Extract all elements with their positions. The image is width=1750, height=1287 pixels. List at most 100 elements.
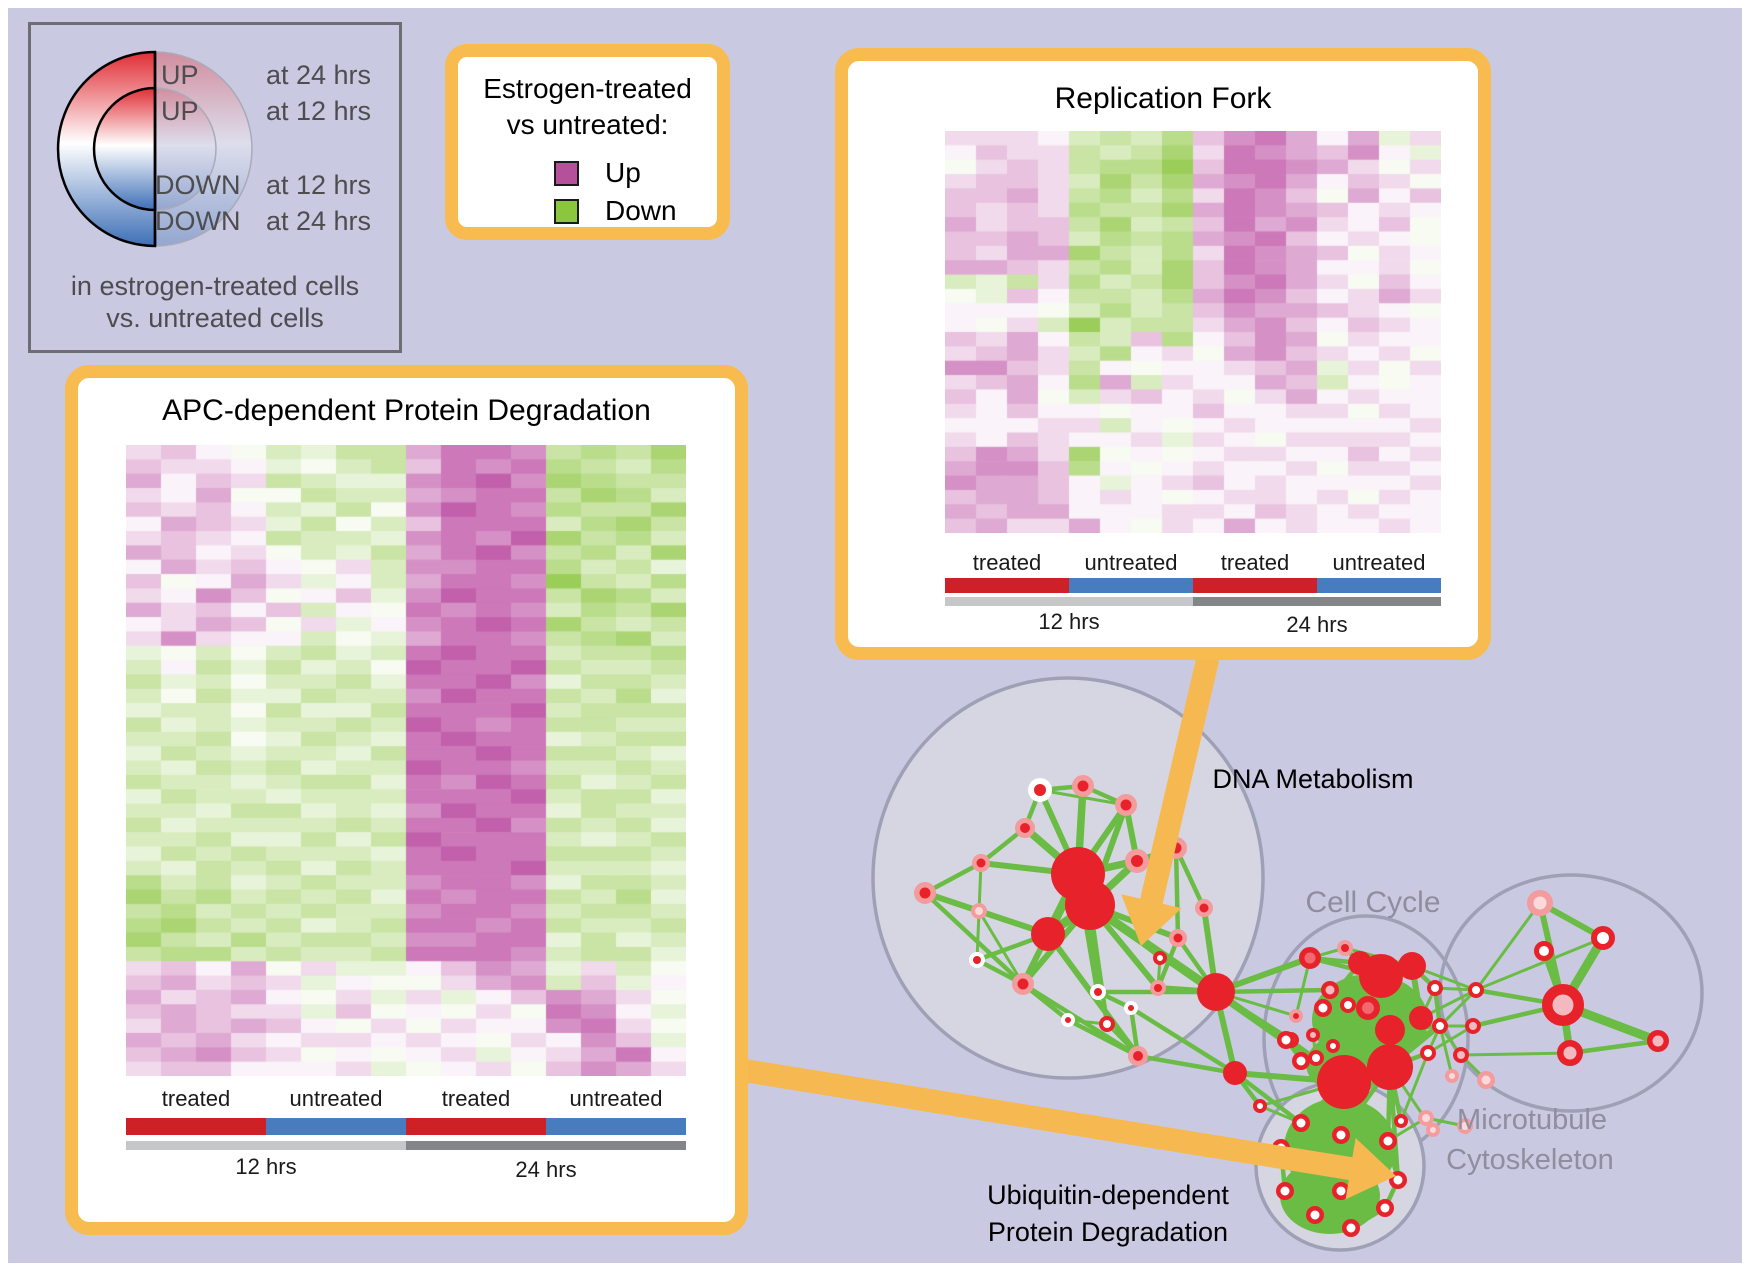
- figure-background: DNA Metabolism Cell Cycle Microtubule Cytos…: [8, 8, 1742, 1263]
- network-node: [972, 854, 990, 872]
- network-node: [1445, 1069, 1459, 1083]
- legend-title-line1: Estrogen-treated: [483, 73, 692, 104]
- ring-row-time-1: at 24 hrs: [265, 60, 371, 90]
- network-edge: [1233, 1071, 1303, 1125]
- network-node: [1277, 1031, 1295, 1049]
- network-node: [1340, 997, 1356, 1013]
- network-node: [1337, 940, 1353, 956]
- apc-bar-untreated-blue-2: [546, 1118, 686, 1135]
- network-node: [1356, 996, 1380, 1020]
- network-edge: [1474, 902, 1542, 991]
- network-node: [1308, 1050, 1324, 1066]
- network-node: [1359, 954, 1403, 998]
- network-node: [1195, 899, 1213, 917]
- rep-bar-treated-red-1: [945, 578, 1069, 593]
- network-node: [1332, 1182, 1350, 1200]
- network-edge: [1460, 1051, 1571, 1057]
- network-node: [1453, 1047, 1469, 1063]
- network-node: [1028, 778, 1052, 802]
- replication-fork-heatmap: [945, 131, 1441, 533]
- ring-legend-diagram: [56, 50, 253, 248]
- flow-arrow: [739, 1058, 1396, 1200]
- network-node: [1326, 1039, 1340, 1053]
- network-edge: [1438, 988, 1478, 1028]
- down-label: Down: [605, 195, 677, 226]
- network-node: [1317, 1055, 1371, 1109]
- network-node: [1115, 794, 1137, 816]
- network-node: [1367, 1044, 1413, 1090]
- rep-bar-treated-red-2: [1193, 578, 1317, 593]
- legend-title-line2: vs untreated:: [506, 109, 669, 140]
- network-node: [1153, 951, 1167, 965]
- rep-col-label-treated-12: treated: [972, 550, 1042, 575]
- flow-arrow: [1121, 655, 1220, 946]
- network-edge: [1475, 936, 1604, 992]
- network-node: [1061, 1013, 1075, 1027]
- network-node: [1072, 775, 1094, 797]
- network-node: [1376, 1199, 1394, 1217]
- network-node: [1314, 999, 1332, 1017]
- network-node: [1276, 1182, 1294, 1200]
- network-edge: [1137, 1053, 1236, 1076]
- down-color-swatch: [554, 198, 579, 224]
- apc-col-label-untreated-12: untreated: [289, 1086, 383, 1111]
- rep-bar-12h-gray: [945, 597, 1193, 606]
- network-edge: [1039, 788, 1127, 807]
- network-node: [1031, 917, 1065, 951]
- network-node: [1299, 947, 1321, 969]
- network-node: [1306, 1028, 1320, 1042]
- network-node: [1124, 1001, 1138, 1015]
- rep-bar-untreated-blue-1: [1069, 578, 1193, 593]
- network-edge: [1215, 987, 1331, 995]
- network-node: [1477, 1071, 1495, 1089]
- ring-row-dir-3: DOWN: [155, 170, 241, 200]
- network-node: [1427, 980, 1443, 996]
- cluster-label: Protein Degradation: [988, 1217, 1228, 1247]
- ring-row-dir-2: UP: [161, 96, 199, 126]
- network-node: [1125, 849, 1149, 873]
- network-node: [1292, 1052, 1310, 1070]
- network-node: [1591, 926, 1615, 950]
- up-label: Up: [605, 157, 641, 188]
- ring-caption-line1: in estrogen-treated cells: [70, 271, 360, 301]
- network-node: [1409, 1006, 1433, 1030]
- network-node: [1321, 981, 1339, 999]
- ring-row-time-2: at 12 hrs: [265, 96, 371, 126]
- cluster-label: Cell Cycle: [1305, 886, 1440, 919]
- legend-up-row: Up: [554, 157, 641, 189]
- network-edge: [923, 891, 1025, 986]
- network-edge: [1427, 1024, 1474, 1055]
- rep-col-label-treated-24: treated: [1220, 550, 1290, 575]
- network-node: [1398, 952, 1426, 980]
- apc-bar-12h-gray: [126, 1141, 406, 1150]
- network-node: [1065, 880, 1115, 930]
- network-node: [1289, 1009, 1303, 1023]
- up-color-swatch: [554, 160, 579, 186]
- network-node: [1128, 1046, 1148, 1066]
- network-node: [1557, 1040, 1583, 1066]
- rep-col-label-untreated-12: untreated: [1084, 550, 1178, 575]
- apc-col-label-untreated-24: untreated: [569, 1086, 663, 1111]
- cluster-label: Cytoskeleton: [1446, 1144, 1614, 1176]
- network-node: [1420, 1045, 1436, 1061]
- network-node: [1647, 1030, 1669, 1052]
- cluster-label: DNA Metabolism: [1212, 764, 1413, 794]
- network-node: [1332, 1126, 1350, 1144]
- rep-col-label-untreated-24: untreated: [1332, 550, 1426, 575]
- cluster-label: Microtubule: [1457, 1104, 1607, 1136]
- network-edge: [1569, 1038, 1659, 1056]
- ring-row-time-3: at 12 hrs: [265, 170, 371, 200]
- network-edge: [977, 910, 1025, 985]
- ring-right-half-faded: [154, 51, 253, 247]
- network-node: [1534, 941, 1554, 961]
- replication-fork-title: Replication Fork: [1054, 82, 1272, 115]
- apc-24h-label: 24 hrs: [515, 1157, 577, 1182]
- apc-condition-colorbar: [126, 1118, 686, 1135]
- network-node: [969, 952, 985, 968]
- network-node: [1169, 929, 1187, 947]
- rep-condition-colorbar: [945, 578, 1441, 593]
- network-node: [1418, 1110, 1434, 1126]
- apc-heatmap: [126, 445, 686, 1076]
- apc-time-colorbar: [126, 1141, 686, 1150]
- cluster-label: Ubiquitin-dependent: [987, 1180, 1229, 1210]
